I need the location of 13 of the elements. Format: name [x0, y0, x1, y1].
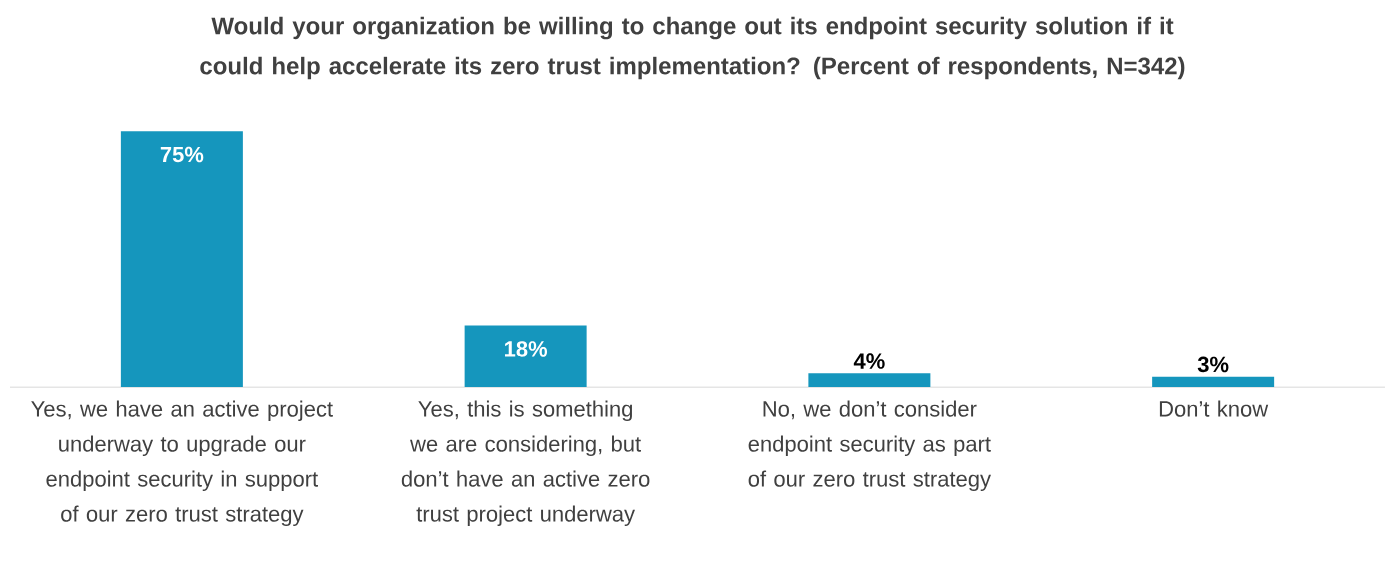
data-label: 4% — [853, 353, 885, 369]
bar — [464, 325, 587, 387]
x-tick-label: Yes, this is something we are considering, but don’t have an active zero trust project underway — [401, 400, 650, 527]
bar — [808, 373, 931, 387]
data-label: 3% — [1197, 356, 1229, 373]
x-tick-label: Don’t know — [1159, 400, 1269, 417]
x-tick-label: Yes, we have an active project underway to upgrade our endpoint security in support of our zero trust strategy — [31, 400, 333, 527]
bar — [120, 131, 243, 387]
data-label: 18% — [504, 341, 548, 357]
bar — [1152, 376, 1275, 387]
x-tick-label: No, we don’t consider endpoint security as part of our zero trust strategy — [748, 400, 991, 492]
data-label: 75% — [160, 146, 204, 163]
chart-title: Would your organization be willing to change out its endpoint security solution if it could help accelerate its zero trust implementation? (Percent of respondents, N=342) — [200, 16, 1185, 80]
